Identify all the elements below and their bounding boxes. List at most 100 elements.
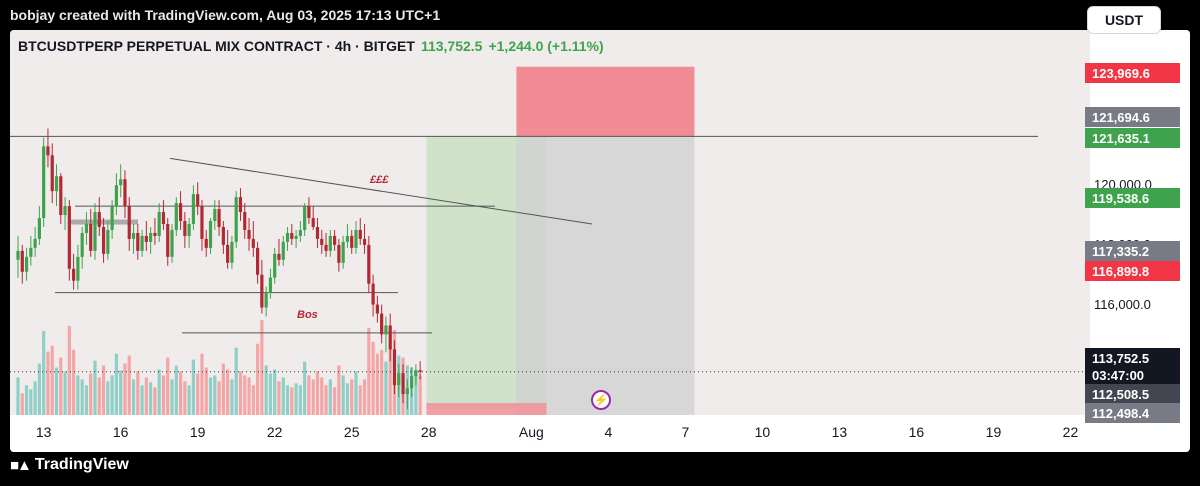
candle-body — [350, 235, 354, 248]
price-tick: 116,000.0 — [1094, 296, 1151, 312]
candle-body — [24, 256, 29, 272]
plot-area[interactable] — [10, 30, 1090, 415]
time-axis[interactable] — [10, 415, 1090, 452]
candle-body — [149, 232, 153, 242]
volume-bar — [191, 359, 196, 415]
volume-bar — [80, 379, 84, 415]
candle-body — [392, 349, 397, 386]
candle-body — [72, 268, 76, 281]
candle-body — [131, 232, 136, 239]
candle-body — [358, 229, 362, 239]
volume-bar — [345, 383, 350, 415]
volume-bar — [72, 349, 76, 415]
candle-body — [384, 325, 388, 335]
symbol-header: BTCUSDTPERP PERPETUAL MIX CONTRACT · 4h … — [18, 38, 604, 54]
lightning-icon[interactable]: ⚡ — [591, 390, 611, 410]
price-label: 113,752.5 — [1085, 348, 1180, 368]
time-tick: Aug — [518, 424, 544, 440]
volume-bar — [123, 363, 127, 415]
candle-body — [110, 206, 114, 230]
volume-bar — [50, 345, 54, 415]
time-tick: 19 — [985, 424, 1002, 440]
candle-body — [93, 212, 97, 251]
volume-bar — [196, 373, 200, 415]
tradingview-footer[interactable]: ■▲ TradingView — [10, 456, 129, 474]
volume-bar — [24, 385, 29, 415]
candle-body — [76, 256, 80, 281]
candlestick-chart[interactable] — [10, 30, 1090, 415]
candle-body — [367, 244, 371, 284]
volume-bar — [37, 363, 41, 415]
candle-body — [315, 226, 320, 239]
candle-body — [414, 370, 418, 377]
volume-bar — [320, 377, 324, 415]
candle-body — [375, 304, 379, 314]
price-label: 03:47:00 — [1085, 365, 1180, 385]
volume-bar — [106, 381, 110, 415]
candle-body — [208, 221, 213, 248]
volume-bar — [144, 377, 148, 415]
candle-body — [380, 313, 384, 335]
volume-bar — [234, 347, 238, 415]
volume-bar — [33, 381, 37, 415]
candle-body — [397, 373, 401, 386]
volume-bar — [380, 349, 384, 415]
candle-body — [157, 212, 161, 236]
volume-bar — [221, 363, 225, 415]
candle-body — [277, 253, 281, 260]
time-tick: 4 — [604, 424, 613, 440]
candle-body — [114, 185, 119, 207]
candle-body — [191, 194, 196, 224]
volume-bar — [166, 357, 170, 415]
descending-trendline — [169, 157, 593, 225]
candle-body — [37, 218, 41, 239]
volume-bar — [350, 379, 354, 415]
volume-bar — [371, 341, 375, 415]
candle-body — [187, 223, 191, 236]
price-label: 116,899.8 — [1085, 261, 1180, 281]
price-label: 117,335.2 — [1085, 241, 1180, 261]
volume-bar — [131, 379, 136, 415]
candle-body — [418, 370, 422, 372]
volume-bar — [187, 385, 191, 415]
candle-body — [303, 206, 307, 230]
volume-bar — [358, 385, 362, 415]
time-tick: 22 — [1062, 424, 1079, 440]
volume-bar — [255, 343, 260, 415]
volume-bar — [273, 369, 277, 415]
candle-body — [285, 232, 290, 242]
volume-bar — [149, 382, 153, 415]
volume-bar — [384, 361, 388, 415]
volume-bar — [200, 353, 204, 415]
volume-bar — [217, 381, 221, 415]
volume-bar — [414, 373, 418, 415]
candle-body — [174, 203, 178, 230]
candle-body — [166, 223, 170, 257]
candle-body — [371, 283, 375, 305]
candle-body — [290, 232, 294, 239]
volume-bar — [20, 393, 24, 415]
volume-bar — [153, 387, 157, 415]
volume-bar — [238, 371, 243, 415]
price-label: 121,635.1 — [1085, 128, 1180, 148]
time-tick: 13 — [35, 424, 52, 440]
volume-bar — [29, 389, 33, 415]
price-label: 112,498.4 — [1085, 403, 1180, 423]
volume-bar — [174, 365, 178, 415]
candle-body — [196, 194, 200, 207]
candle-body — [136, 232, 140, 251]
candle-body — [281, 241, 285, 260]
volume-bar — [93, 360, 97, 415]
volume-bar — [63, 371, 67, 415]
candle-body — [247, 229, 251, 239]
currency-button[interactable]: USDT — [1088, 7, 1160, 33]
volume-bar — [337, 365, 341, 415]
volume-bar — [375, 353, 379, 415]
candle-body — [20, 250, 24, 272]
candle-body — [89, 223, 93, 251]
volume-bar — [127, 355, 131, 415]
candle-body — [238, 197, 243, 213]
candle-body — [170, 229, 174, 257]
candle-body — [401, 373, 405, 395]
liquidity-annotation: £££ — [370, 174, 389, 186]
